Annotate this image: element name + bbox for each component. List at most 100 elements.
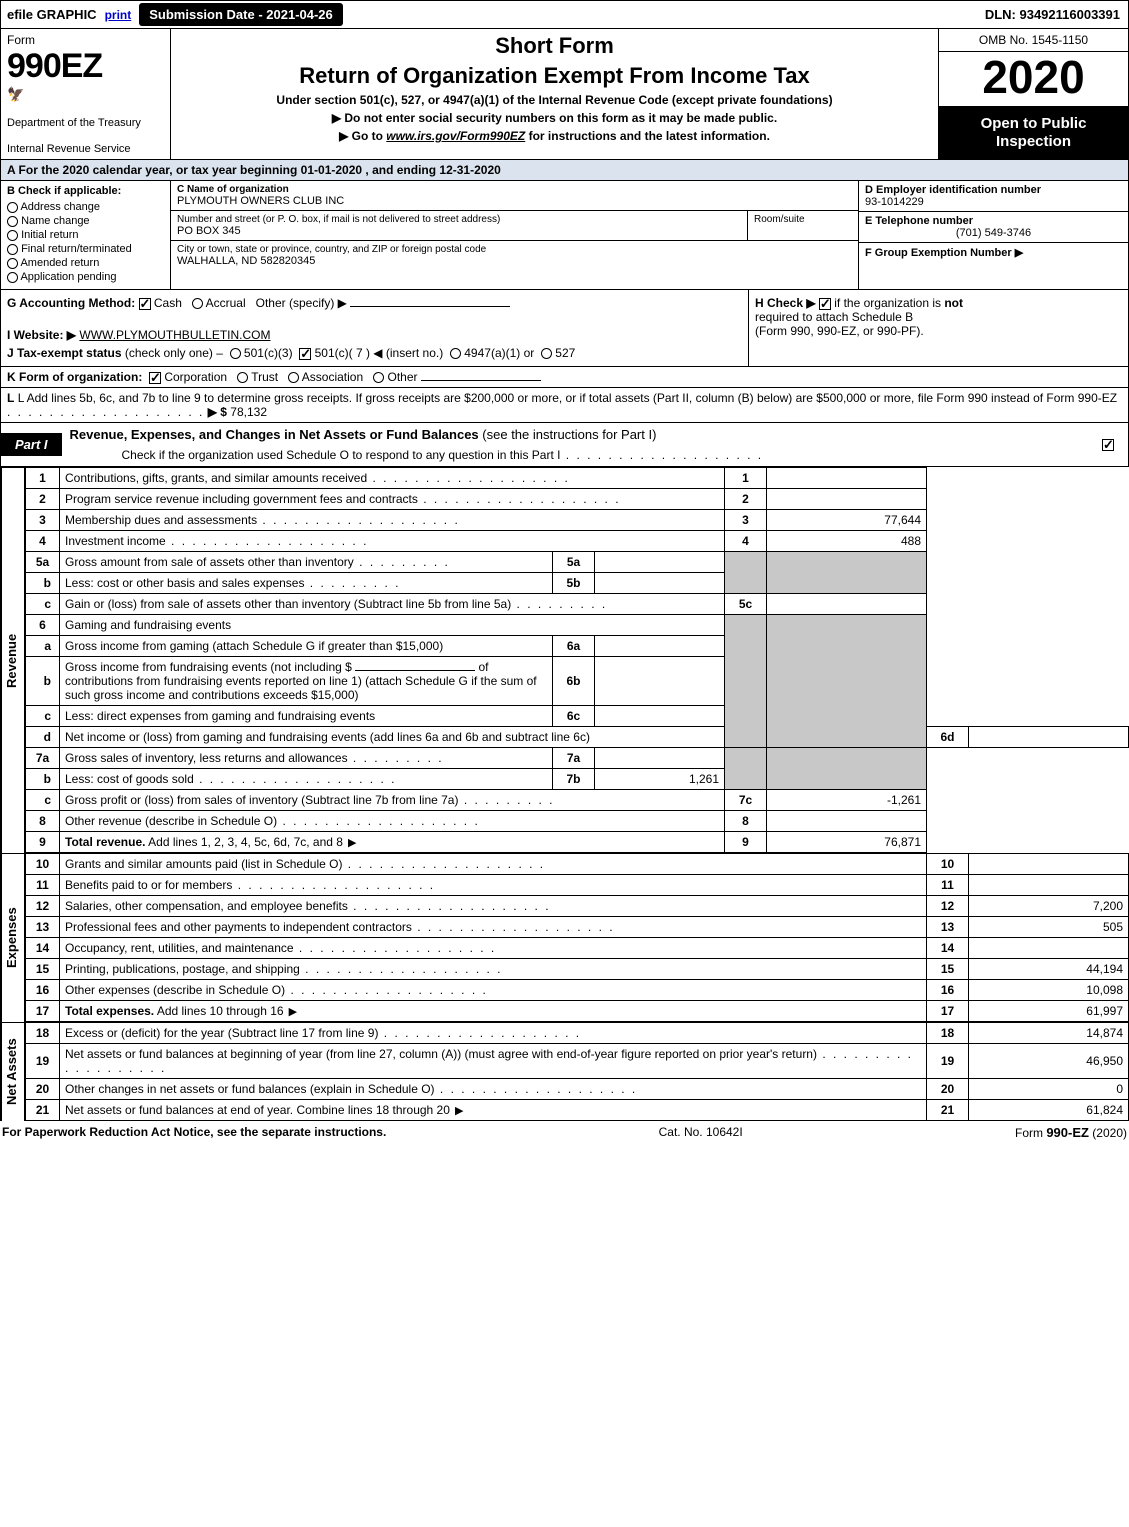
line-5b: b Less: cost or other basis and sales ex… bbox=[26, 573, 1129, 594]
chk-address-change[interactable]: Address change bbox=[7, 201, 164, 213]
line-9: 9 Total revenue. Total revenue. Add line… bbox=[26, 832, 1129, 853]
eagle-icon: 🦅 bbox=[7, 86, 164, 103]
box-d-value: 93-1014229 bbox=[865, 196, 1122, 208]
line-5c: c Gain or (loss) from sale of assets oth… bbox=[26, 594, 1129, 615]
box-e-label: E Telephone number bbox=[865, 215, 1122, 227]
box-b: B Check if applicable: Address change Na… bbox=[1, 181, 171, 289]
revenue-section: Revenue 1 Contributions, gifts, grants, … bbox=[0, 467, 1129, 853]
irs-label: Internal Revenue Service bbox=[7, 143, 164, 155]
line-g-label: G Accounting Method: bbox=[7, 296, 135, 310]
line-g: G Accounting Method: Cash Accrual Other … bbox=[7, 296, 742, 310]
line-6b: b Gross income from fundraising events (… bbox=[26, 657, 1129, 706]
period-text-mid: , and ending bbox=[362, 163, 439, 177]
period-begin: 01-01-2020 bbox=[301, 163, 362, 177]
part1-badge: Part I bbox=[1, 433, 62, 456]
line-j-label: J Tax-exempt status bbox=[7, 346, 122, 360]
header-center: Short Form Return of Organization Exempt… bbox=[171, 29, 938, 159]
chk-501c[interactable] bbox=[299, 348, 311, 360]
box-c: C Name of organization PLYMOUTH OWNERS C… bbox=[171, 181, 858, 289]
line-7a: 7a Gross sales of inventory, less return… bbox=[26, 748, 1129, 769]
chk-501c3[interactable] bbox=[230, 348, 241, 359]
return-title: Return of Organization Exempt From Incom… bbox=[179, 63, 930, 89]
open-to-public: Open to Public Inspection bbox=[939, 107, 1128, 159]
6b-amount-input[interactable] bbox=[355, 670, 475, 671]
efile-label: efile GRAPHIC bbox=[7, 7, 97, 22]
line-6d: d Net income or (loss) from gaming and f… bbox=[26, 727, 1129, 748]
addr-value: PO BOX 345 bbox=[177, 225, 741, 237]
other-specify-input[interactable] bbox=[350, 306, 510, 307]
chk-cash[interactable] bbox=[139, 298, 151, 310]
box-f-label: F Group Exemption Number ▶ bbox=[865, 247, 1023, 259]
line-2: 2 Program service revenue including gove… bbox=[26, 489, 1129, 510]
period-text-a: A For the 2020 calendar year, or tax yea… bbox=[7, 163, 301, 177]
submission-date-pill: Submission Date - 2021-04-26 bbox=[139, 3, 343, 26]
entity-block: B Check if applicable: Address change Na… bbox=[0, 181, 1129, 290]
goto-link[interactable]: www.irs.gov/Form990EZ bbox=[386, 129, 525, 143]
line-h-l2: required to attach Schedule B bbox=[755, 310, 913, 324]
revenue-table: 1 Contributions, gifts, grants, and simi… bbox=[25, 467, 1129, 853]
line-6: 6 Gaming and fundraising events bbox=[26, 615, 1129, 636]
topbar-left: efile GRAPHIC print Submission Date - 20… bbox=[1, 1, 349, 28]
city-value: WALHALLA, ND 582820345 bbox=[177, 255, 852, 267]
line-l-text: L Add lines 5b, 6c, and 7b to line 9 to … bbox=[18, 391, 1117, 405]
chk-line-h[interactable] bbox=[819, 298, 831, 310]
line-4: 4 Investment income 4 488 bbox=[26, 531, 1129, 552]
line-l-amt-label: ▶ $ bbox=[208, 405, 227, 419]
chk-application-pending[interactable]: Application pending bbox=[7, 271, 164, 283]
line-l-amount: 78,132 bbox=[230, 405, 267, 419]
line-l: L L Add lines 5b, 6c, and 7b to line 9 t… bbox=[0, 388, 1129, 423]
tax-year: 2020 bbox=[939, 52, 1128, 107]
chk-name-change[interactable]: Name change bbox=[7, 215, 164, 227]
website-value[interactable]: WWW.PLYMOUTHBULLETIN.COM bbox=[79, 328, 270, 342]
line-h-post: if the organization is bbox=[834, 296, 944, 310]
line-19: 19 Net assets or fund balances at beginn… bbox=[26, 1044, 1129, 1079]
city-label: City or town, state or province, country… bbox=[177, 244, 852, 255]
other-org-input[interactable] bbox=[421, 380, 541, 381]
line-g-i-j: G Accounting Method: Cash Accrual Other … bbox=[1, 290, 748, 366]
line-15: 15 Printing, publications, postage, and … bbox=[26, 959, 1129, 980]
line-h: H Check ▶ if the organization is not req… bbox=[748, 290, 1128, 366]
revenue-tab: Revenue bbox=[1, 467, 25, 853]
header-right: OMB No. 1545-1150 2020 Open to Public In… bbox=[938, 29, 1128, 159]
line-j-mini: (check only one) – bbox=[125, 346, 223, 360]
line-k: K Form of organization: Corporation Trus… bbox=[0, 367, 1129, 388]
box-b-title: B Check if applicable: bbox=[7, 185, 164, 197]
line-10: 10 Grants and similar amounts paid (list… bbox=[26, 854, 1129, 875]
page-footer: For Paperwork Reduction Act Notice, see … bbox=[0, 1121, 1129, 1140]
line-6c: c Less: direct expenses from gaming and … bbox=[26, 706, 1129, 727]
box-d-label: D Employer identification number bbox=[865, 184, 1122, 196]
chk-amended-return[interactable]: Amended return bbox=[7, 257, 164, 269]
chk-accrual[interactable] bbox=[192, 298, 203, 309]
part1-header: Part I Revenue, Expenses, and Changes in… bbox=[0, 423, 1129, 467]
line-h-not: not bbox=[944, 296, 963, 310]
box-d: D Employer identification number 93-1014… bbox=[859, 181, 1128, 212]
chk-trust[interactable] bbox=[237, 372, 248, 383]
chk-final-return[interactable]: Final return/terminated bbox=[7, 243, 164, 255]
line-6a: a Gross income from gaming (attach Sched… bbox=[26, 636, 1129, 657]
line-7b: b Less: cost of goods sold 7b 1,261 bbox=[26, 769, 1129, 790]
line-17: 17 Total expenses. Add lines 10 through … bbox=[26, 1001, 1129, 1022]
short-form-title: Short Form bbox=[179, 33, 930, 59]
line-21: 21 Net assets or fund balances at end of… bbox=[26, 1100, 1129, 1121]
chk-4947[interactable] bbox=[450, 348, 461, 359]
dln-label: DLN: 93492116003391 bbox=[977, 5, 1128, 24]
line-i: I Website: ▶ WWW.PLYMOUTHBULLETIN.COM bbox=[7, 328, 742, 342]
cat-no: Cat. No. 10642I bbox=[659, 1125, 743, 1140]
room-suite: Room/suite bbox=[748, 211, 858, 240]
chk-association[interactable] bbox=[288, 372, 299, 383]
line-3: 3 Membership dues and assessments 3 77,6… bbox=[26, 510, 1129, 531]
box-e: E Telephone number (701) 549-3746 bbox=[859, 212, 1128, 243]
goto-pre: ▶ Go to bbox=[339, 129, 386, 143]
chk-527[interactable] bbox=[541, 348, 552, 359]
net-assets-tab: Net Assets bbox=[1, 1022, 25, 1121]
line-1: 1 Contributions, gifts, grants, and simi… bbox=[26, 468, 1129, 489]
chk-initial-return[interactable]: Initial return bbox=[7, 229, 164, 241]
chk-corporation[interactable] bbox=[149, 372, 161, 384]
part1-check[interactable] bbox=[1088, 438, 1128, 452]
chk-other-org[interactable] bbox=[373, 372, 384, 383]
paperwork-notice: For Paperwork Reduction Act Notice, see … bbox=[2, 1125, 386, 1140]
part1-sub: Check if the organization used Schedule … bbox=[62, 446, 1088, 466]
period-end: 12-31-2020 bbox=[439, 163, 500, 177]
header-left: Form 990EZ 🦅 Department of the Treasury … bbox=[1, 29, 171, 159]
print-link[interactable]: print bbox=[105, 8, 132, 22]
